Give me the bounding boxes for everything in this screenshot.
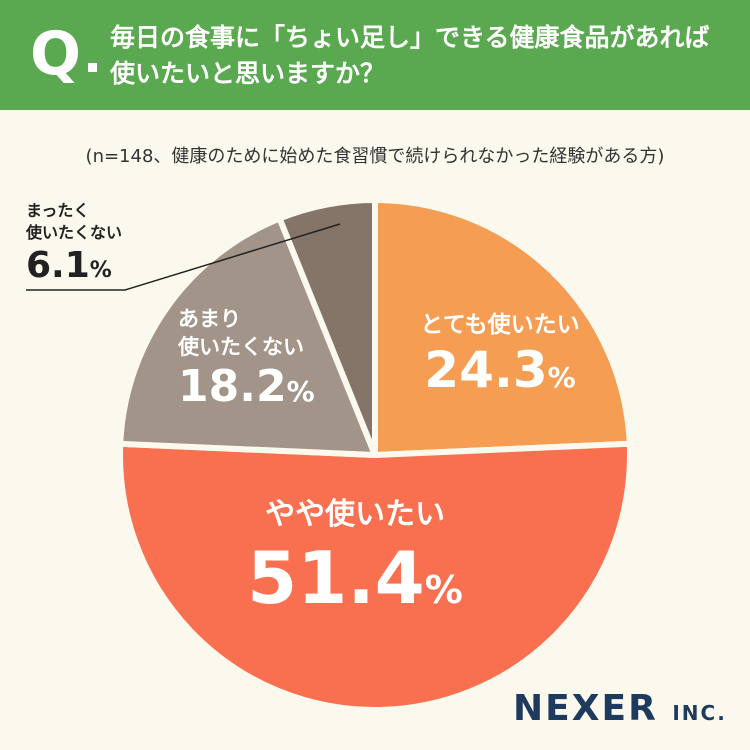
label-very-pct: 24.3% [424, 341, 576, 399]
slice-some [117, 440, 633, 714]
label-not: あまり 使いたくない 18.2% [178, 305, 358, 418]
label-very: とても使いたい 24.3% [400, 310, 600, 408]
q-dot [88, 63, 97, 72]
label-not-name-1: あまり [178, 307, 241, 331]
sample-note: (n=148、健康のために始めた食習慣で続けられなかった経験がある方) [85, 146, 665, 167]
label-some-name: やや使いたい [265, 497, 445, 532]
label-none-pct: 6.1% [26, 245, 112, 286]
slice-none [276, 197, 378, 458]
label-some-pct: 51.4% [247, 536, 463, 620]
leader-line-none [26, 223, 341, 291]
label-some: やや使いたい 51.4% [225, 495, 485, 633]
nexer-logo: NEXER INC. [513, 688, 727, 729]
question-header: Q 毎日の食事に「ちょい足し」できる健康食品があれば使いたいと思いますか？ [0, 0, 750, 110]
slice-not [117, 215, 378, 458]
label-none-name-2: 使いたくない [26, 223, 123, 242]
label-not-name-2: 使いたくない [178, 335, 304, 359]
q-mark: Q [30, 19, 82, 89]
label-none: まったく 使いたくない 6.1% [26, 200, 186, 293]
label-not-pct: 18.2% [178, 361, 315, 412]
label-none-name-1: まったく [26, 201, 90, 220]
question-text: 毎日の食事に「ちょい足し」できる健康食品があれば使いたいと思いますか？ [110, 23, 710, 88]
label-very-name: とても使いたい [420, 312, 580, 338]
slice-very [372, 197, 633, 458]
